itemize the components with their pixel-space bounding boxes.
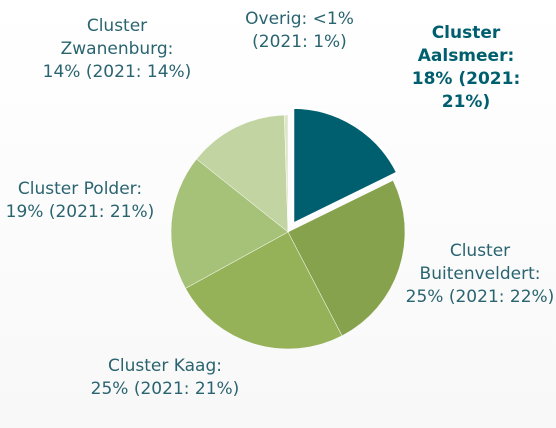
pie-slice: [185, 231, 343, 350]
slice-label: Overig: <1% (2021: 1%): [245, 9, 354, 52]
pie-slice: [196, 114, 289, 233]
slice-label: Cluster Zwanenburg: 14% (2021: 14%): [42, 16, 192, 82]
slice-label: Cluster Buitenveldert: 25% (2021: 22%): [405, 241, 555, 307]
slice-label: Cluster Aalsmeer: 18% (2021: 21%): [411, 23, 521, 112]
pie-slice: [291, 105, 400, 227]
pie-slice: [284, 114, 289, 233]
pie-slice: [170, 158, 289, 289]
slice-label: Cluster Kaag: 25% (2021: 21%): [90, 356, 240, 399]
pie-slice: [287, 180, 406, 337]
slice-label: Cluster Polder: 19% (2021: 21%): [5, 179, 155, 222]
